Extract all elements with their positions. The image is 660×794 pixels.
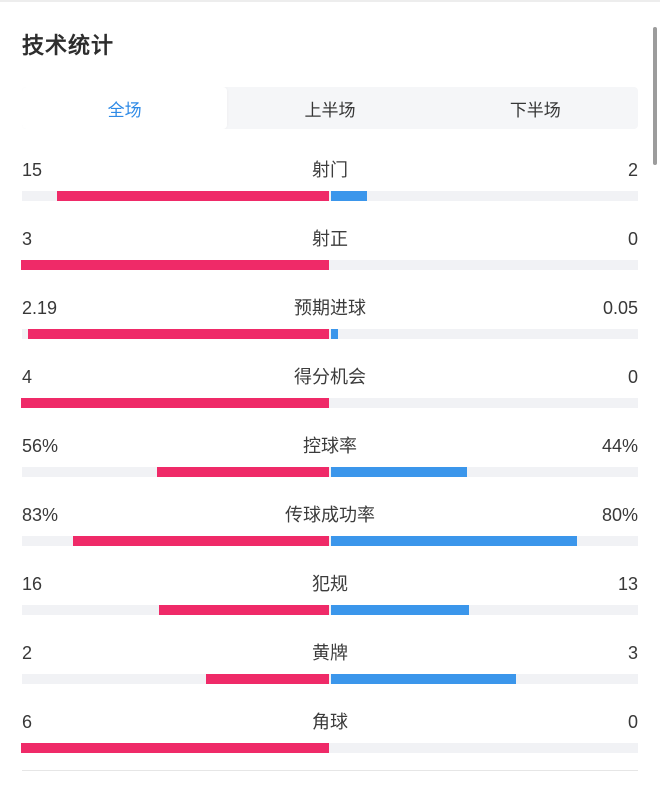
stat-row: 6 角球 0 <box>21 708 638 777</box>
home-value: 16 <box>22 574 43 594</box>
stat-bar-track <box>22 605 638 615</box>
home-bar <box>57 191 329 201</box>
stat-bar-track <box>22 674 638 684</box>
away-bar <box>331 605 470 615</box>
tab-full-match[interactable]: 全场 <box>22 87 228 129</box>
page-title: 技术统计 <box>22 33 115 58</box>
stats-panel: 技术统计 全场 上半场 下半场 15 射门 2 3 射正 0 2.19 预期进 <box>0 28 660 777</box>
stat-row: 83% 传球成功率 80% <box>22 501 638 570</box>
stat-bar-track <box>21 260 638 270</box>
home-bar <box>27 329 329 339</box>
away-value: 3 <box>627 643 638 663</box>
away-bar <box>331 191 368 201</box>
scrollbar-thumb[interactable] <box>653 27 657 165</box>
home-bar <box>159 605 329 615</box>
stat-row: 4 得分机会 0 <box>21 363 638 432</box>
stat-label: 传球成功率 <box>285 505 375 525</box>
stat-label: 预期进球 <box>294 298 366 318</box>
away-bar <box>331 329 338 339</box>
home-value: 4 <box>22 367 33 387</box>
away-bar <box>331 467 467 477</box>
period-tabbar: 全场 上半场 下半场 <box>22 87 638 129</box>
away-bar <box>331 536 578 546</box>
stat-label: 得分机会 <box>294 367 366 387</box>
stat-bar-track <box>22 536 638 546</box>
stat-row: 16 犯规 13 <box>22 570 638 639</box>
stat-bar-track <box>21 743 638 753</box>
stat-row: 2 黄牌 3 <box>22 639 638 708</box>
stat-label: 犯规 <box>312 574 348 594</box>
away-value: 13 <box>617 574 638 594</box>
stat-bar-track <box>22 467 638 477</box>
tab-second-half[interactable]: 下半场 <box>509 100 561 120</box>
stat-label: 控球率 <box>303 436 357 456</box>
away-value: 0.05 <box>602 298 638 318</box>
home-value: 83% <box>22 505 59 525</box>
stat-label: 黄牌 <box>312 643 348 663</box>
away-value: 2 <box>627 160 638 180</box>
stat-row: 2.19 预期进球 0.05 <box>22 294 638 363</box>
stats-list: 15 射门 2 3 射正 0 2.19 预期进球 0.05 <box>21 156 638 777</box>
away-value: 80% <box>601 505 638 525</box>
stat-row: 15 射门 2 <box>22 156 638 225</box>
home-bar <box>21 260 329 270</box>
stat-label: 射门 <box>312 160 348 180</box>
home-bar <box>21 743 329 753</box>
stat-row: 3 射正 0 <box>21 225 638 294</box>
away-value: 0 <box>627 229 638 249</box>
tab-first-half[interactable]: 上半场 <box>304 100 356 120</box>
stat-row: 56% 控球率 44% <box>22 432 638 501</box>
home-value: 6 <box>22 712 33 732</box>
home-bar <box>156 467 329 477</box>
home-value: 3 <box>22 229 33 249</box>
home-value: 2 <box>22 643 33 663</box>
away-bar <box>331 674 516 684</box>
home-value: 56% <box>22 436 59 456</box>
home-bar <box>205 674 329 684</box>
stat-bar-track <box>22 329 638 339</box>
stat-bar-track <box>22 191 638 201</box>
stat-label: 角球 <box>312 712 348 732</box>
stat-label: 射正 <box>312 229 348 249</box>
away-value: 0 <box>627 712 638 732</box>
home-bar <box>21 398 329 408</box>
bottom-divider <box>22 770 638 771</box>
home-value: 15 <box>22 160 43 180</box>
away-value: 44% <box>601 436 638 456</box>
stat-bar-track <box>21 398 638 408</box>
home-value: 2.19 <box>22 298 58 318</box>
home-bar <box>73 536 329 546</box>
away-value: 0 <box>627 367 638 387</box>
